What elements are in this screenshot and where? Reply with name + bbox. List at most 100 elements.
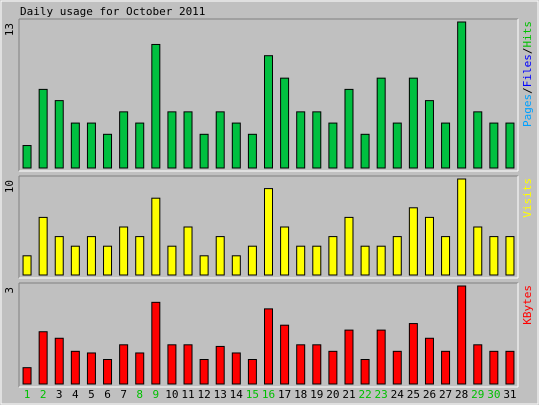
y-max-label: 3 — [3, 287, 16, 294]
bar — [119, 344, 129, 385]
bar — [119, 226, 129, 276]
bar — [360, 359, 370, 385]
bar — [328, 236, 338, 276]
x-tick-label: 13 — [214, 388, 227, 401]
x-tick-label: 11 — [181, 388, 194, 401]
bar — [167, 245, 177, 276]
bar — [103, 245, 113, 276]
bar — [199, 133, 209, 169]
bar — [22, 145, 32, 169]
bar — [505, 236, 515, 276]
x-tick-label: 9 — [153, 388, 160, 401]
bar — [392, 236, 402, 276]
bar — [344, 216, 354, 276]
bar — [424, 100, 434, 169]
bar — [38, 216, 48, 276]
x-tick-label: 19 — [310, 388, 323, 401]
bar — [489, 236, 499, 276]
x-tick-label: 23 — [375, 388, 388, 401]
x-tick-label: 7 — [120, 388, 127, 401]
legend-entry: KBytes — [521, 285, 534, 325]
bar — [441, 350, 451, 385]
bar — [489, 122, 499, 169]
bar — [22, 255, 32, 276]
bar — [360, 133, 370, 169]
bar — [151, 301, 161, 385]
x-tick-label: 26 — [423, 388, 436, 401]
x-tick-label: 30 — [487, 388, 500, 401]
x-tick-label: 3 — [56, 388, 63, 401]
bar — [54, 337, 64, 385]
bar — [264, 308, 273, 385]
panel-visits: 10 Visits — [3, 175, 534, 279]
bar — [199, 359, 209, 385]
x-tick-label: 24 — [391, 388, 405, 401]
x-tick-label: 2 — [40, 388, 47, 401]
bar — [392, 350, 402, 385]
bar — [215, 345, 225, 385]
bar — [360, 245, 370, 276]
bar — [54, 100, 64, 169]
x-tick-label: 10 — [165, 388, 178, 401]
bar — [505, 122, 515, 169]
x-tick-label: 12 — [197, 388, 210, 401]
legend-entry: Pages — [521, 94, 534, 127]
x-tick-label: 25 — [407, 388, 420, 401]
legend-entry: / — [521, 48, 534, 55]
x-tick-label: 20 — [326, 388, 339, 401]
legend: Pages/Files/Hits — [521, 21, 534, 127]
bar — [103, 133, 113, 169]
bar — [376, 329, 386, 385]
x-tick-label: 18 — [294, 388, 307, 401]
bar — [54, 236, 64, 276]
bar — [280, 77, 290, 169]
bar — [38, 331, 48, 385]
bar — [199, 255, 209, 276]
bar — [424, 337, 434, 385]
x-tick-label: 4 — [72, 388, 79, 401]
bar — [376, 77, 386, 169]
bar — [344, 329, 354, 385]
bar — [167, 111, 177, 169]
x-tick-label: 27 — [439, 388, 452, 401]
bar — [264, 188, 273, 276]
legend-entry: Files — [521, 54, 534, 87]
x-tick-label: 5 — [88, 388, 95, 401]
bar — [215, 111, 225, 169]
bar — [135, 352, 145, 385]
bar — [231, 122, 241, 169]
bar — [280, 226, 290, 276]
bar — [151, 43, 161, 169]
bar — [424, 216, 434, 276]
bar — [86, 236, 96, 276]
x-tick-label: 15 — [246, 388, 259, 401]
bar — [215, 236, 225, 276]
bar — [457, 285, 467, 385]
bar — [489, 350, 499, 385]
legend: Visits — [521, 178, 534, 218]
bar — [408, 323, 418, 385]
x-tick-label: 31 — [503, 388, 516, 401]
bar — [103, 359, 113, 385]
bar — [38, 88, 48, 169]
legend-entry: Hits — [521, 21, 534, 48]
bar — [473, 111, 483, 169]
bar — [280, 324, 290, 385]
x-tick-label: 16 — [262, 388, 275, 401]
bar — [328, 350, 338, 385]
bar — [86, 352, 96, 385]
bar — [264, 55, 273, 169]
bar — [296, 245, 306, 276]
bar — [473, 226, 483, 276]
x-tick-label: 28 — [455, 388, 468, 401]
bar — [22, 367, 32, 385]
bar — [408, 77, 418, 169]
x-tick-label: 8 — [136, 388, 143, 401]
legend-entry: Visits — [521, 178, 534, 218]
y-max-label: 13 — [3, 23, 16, 36]
bar — [392, 122, 402, 169]
bar — [86, 122, 96, 169]
